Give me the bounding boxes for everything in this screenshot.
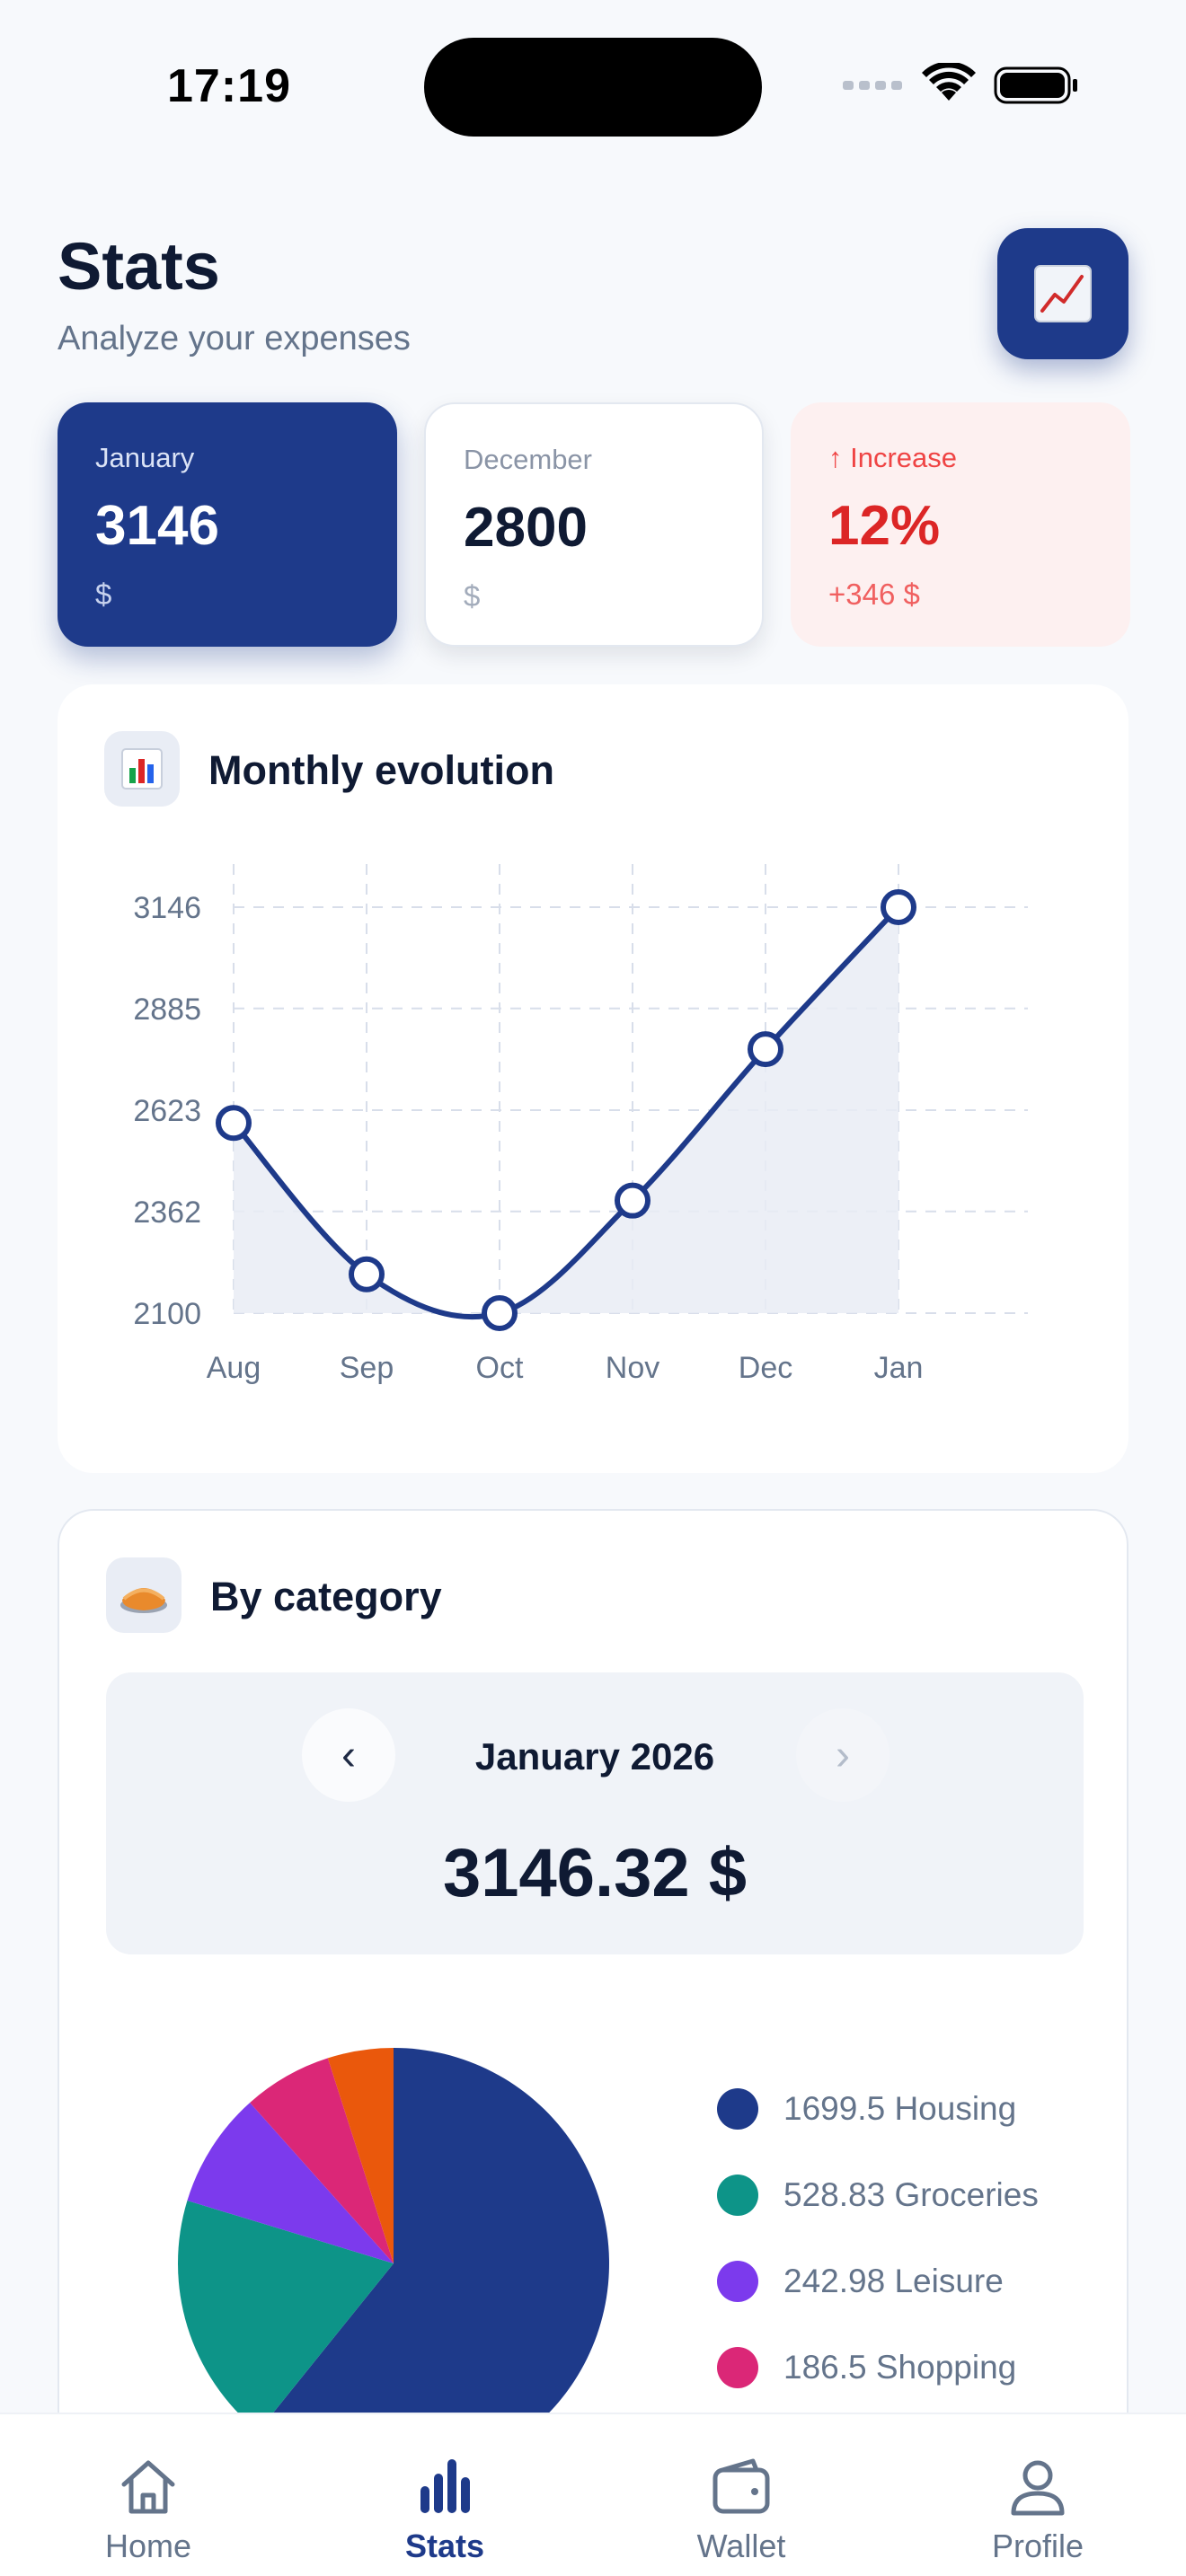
legend-dot (717, 2175, 758, 2216)
area-fill (234, 907, 898, 1318)
monthly-evolution-section: Monthly evolution 3146 2885 2623 2362 2100 Au… (58, 684, 1128, 1473)
y-tick-label: 2362 (133, 1195, 201, 1230)
legend-item[interactable]: 1699.5 Housing (717, 2066, 1039, 2152)
pie-slice[interactable] (187, 2102, 394, 2263)
status-bar: 17:19 (0, 0, 1186, 171)
current-month-card[interactable]: January 3146 $ (58, 402, 397, 647)
dynamic-island (424, 38, 762, 137)
by-category-section: By category ‹ January 2026 › 3146.32 $ 1… (58, 1509, 1128, 2576)
x-tick-label: Oct (476, 1351, 524, 1385)
stats-icon (420, 2459, 470, 2513)
bar-chart-icon (121, 748, 163, 790)
home-icon (121, 2460, 175, 2514)
tab-bar: Home Stats Wallet Profile (0, 2413, 1186, 2576)
chart-up-icon (1034, 265, 1092, 322)
legend-label: 242.98 Leisure (783, 2263, 1004, 2299)
selected-month: January 2026 (474, 1735, 715, 1778)
x-tick-label: Jan (874, 1351, 924, 1385)
current-month-label: January (95, 442, 195, 473)
legend-dot (717, 2261, 758, 2302)
status-time: 17:19 (167, 60, 291, 112)
month-total: 3146.32 $ (442, 1835, 748, 1911)
battery-icon (994, 66, 1077, 104)
x-tick-label: Nov (606, 1351, 659, 1385)
x-tick-label: Dec (739, 1351, 792, 1385)
tab-label: Wallet (696, 2527, 786, 2564)
data-point[interactable] (615, 1182, 651, 1219)
chevron-right-icon: › (836, 1731, 850, 1779)
pie-slice[interactable] (250, 2058, 394, 2263)
data-point[interactable] (881, 889, 916, 925)
tab-wallet[interactable]: Wallet (593, 2414, 890, 2576)
tab-label: Stats (404, 2527, 485, 2564)
previous-month-card[interactable]: December 2800 $ (424, 402, 764, 647)
previous-month-value: 2800 (464, 497, 588, 559)
tab-home[interactable]: Home (0, 2414, 296, 2576)
tab-profile[interactable]: Profile (890, 2414, 1186, 2576)
pie-slice[interactable] (178, 2201, 394, 2431)
month-selector: ‹ January 2026 › 3146.32 $ (106, 1672, 1084, 1954)
chart-report-button[interactable] (997, 228, 1128, 359)
series-line (231, 904, 901, 1320)
change-delta: +346 $ (828, 578, 920, 611)
cellular-signal-icon (843, 81, 902, 90)
x-tick-label: Aug (207, 1351, 261, 1385)
page-title: Stats (58, 229, 220, 304)
tab-label: Profile (991, 2527, 1084, 2564)
change-label: ↑ Increase (828, 442, 958, 473)
monthly-section-title: Monthly evolution (208, 747, 554, 793)
legend-label: 186.5 Shopping (783, 2349, 1017, 2386)
category-pie-chart[interactable] (59, 1511, 1130, 2576)
y-tick-label: 3146 (133, 891, 201, 925)
previous-month-button[interactable]: ‹ (302, 1708, 395, 1802)
y-tick-label: 2885 (133, 992, 201, 1027)
legend-dot (717, 2088, 758, 2130)
previous-month-label: December (464, 444, 592, 475)
x-tick-label: Sep (340, 1351, 394, 1385)
tab-stats[interactable]: Stats (296, 2414, 593, 2576)
legend-label: 528.83 Groceries (783, 2176, 1039, 2213)
y-tick-label: 2623 (133, 1094, 201, 1128)
wallet-icon (712, 2458, 770, 2514)
change-percent: 12% (828, 495, 941, 557)
pie-icon (120, 1588, 167, 1613)
change-card[interactable]: ↑ Increase 12% +346 $ (791, 402, 1130, 647)
previous-month-unit: $ (464, 579, 481, 613)
legend-item[interactable]: 242.98 Leisure (717, 2238, 1039, 2325)
section-icon-box (104, 731, 180, 807)
legend-label: 1699.5 Housing (783, 2090, 1017, 2127)
data-point[interactable] (216, 1105, 252, 1142)
data-point[interactable] (349, 1256, 385, 1292)
legend-item[interactable]: 186.5 Shopping (717, 2325, 1039, 2411)
legend-dot (717, 2347, 758, 2388)
category-section-title: By category (210, 1574, 442, 1619)
category-legend: 1699.5 Housing 528.83 Groceries 242.98 L… (717, 2066, 1039, 2411)
legend-item[interactable]: 528.83 Groceries (717, 2152, 1039, 2238)
section-icon-box (106, 1557, 181, 1633)
y-tick-label: 2100 (133, 1297, 201, 1331)
status-icons (843, 63, 1077, 104)
current-month-value: 3146 (95, 495, 219, 557)
profile-icon (1011, 2460, 1065, 2516)
tab-label: Home (104, 2527, 192, 2564)
wifi-icon (922, 63, 976, 101)
data-point[interactable] (748, 1031, 783, 1068)
chevron-left-icon: ‹ (341, 1731, 356, 1779)
pie-slice[interactable] (327, 2048, 394, 2263)
page-subtitle: Analyze your expenses (58, 320, 411, 357)
pie-slice[interactable] (258, 2048, 610, 2479)
next-month-button[interactable]: › (796, 1708, 890, 1802)
current-month-unit: $ (95, 578, 112, 611)
data-point[interactable] (482, 1295, 518, 1331)
